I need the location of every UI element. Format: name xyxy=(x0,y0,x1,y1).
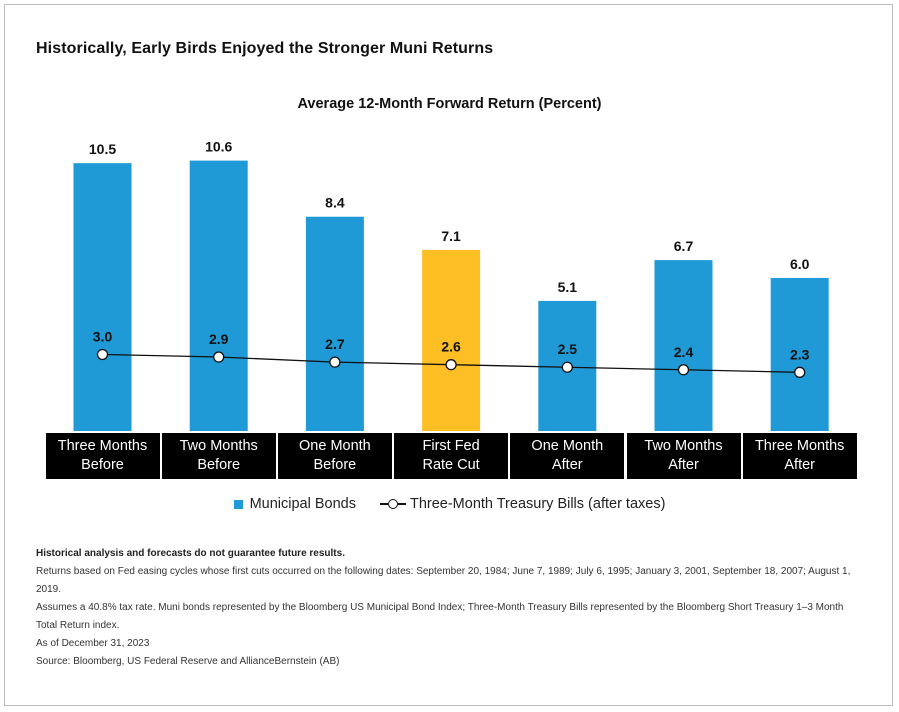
treasury-value-label: 2.9 xyxy=(209,331,229,347)
category-label-line: Before xyxy=(197,457,241,473)
note-line-1: Returns based on Fed easing cycles whose… xyxy=(36,566,851,595)
bar-value-label: 10.6 xyxy=(205,139,232,155)
treasury-point xyxy=(96,348,109,361)
bar xyxy=(189,160,248,431)
as-of-date: As of December 31, 2023 xyxy=(36,638,150,649)
bar xyxy=(770,277,829,431)
legend-line-marker xyxy=(379,499,406,509)
treasury-point xyxy=(445,359,457,371)
bar-value-label: 7.1 xyxy=(441,228,461,244)
category-label-line: Before xyxy=(81,457,124,473)
category-label-line: One Month xyxy=(299,438,371,454)
treasury-value-label: 2.4 xyxy=(674,344,694,360)
bar-value-label: 10.5 xyxy=(89,141,116,157)
bar-value-label: 6.7 xyxy=(674,238,694,254)
category-label: First Fed Rate Cut xyxy=(394,433,509,479)
main-title: Historically, Early Birds Enjoyed the St… xyxy=(36,40,494,57)
treasury-value-label: 2.6 xyxy=(441,339,461,355)
category-label-line: Three Months xyxy=(57,438,148,454)
treasury-point xyxy=(677,364,690,376)
bar-value-label: 5.1 xyxy=(558,279,578,295)
bar-value-label: 8.4 xyxy=(325,195,345,211)
treasury-point xyxy=(561,361,573,373)
chart-frame xyxy=(4,4,893,706)
category-label-line: Two Months xyxy=(644,438,723,454)
category-label-line: Before xyxy=(313,457,357,473)
treasury-value-label: 3.0 xyxy=(93,328,113,344)
category-label: Two Months Before xyxy=(161,433,276,479)
treasury-point xyxy=(794,366,806,378)
category-label: One Month After xyxy=(510,433,625,479)
bar xyxy=(422,249,481,431)
treasury-point xyxy=(329,356,341,368)
chart-title: Average 12-Month Forward Return (Percent… xyxy=(297,96,602,112)
category-label-line: After xyxy=(551,457,583,473)
category-label-line: After xyxy=(668,457,699,473)
bar xyxy=(73,163,132,431)
legend-line-label: Three-Month Treasury Bills (after taxes) xyxy=(409,496,666,512)
category-label: Two Months After xyxy=(626,433,741,479)
category-label-line: Three Months xyxy=(754,438,845,454)
treasury-value-label: 2.3 xyxy=(790,346,810,362)
legend: Municipal Bonds Three-Month Treasury Bil… xyxy=(0,496,899,512)
category-label-line: Rate Cut xyxy=(422,457,480,473)
category-label-line: First Fed xyxy=(422,438,480,454)
treasury-point xyxy=(213,351,225,363)
treasury-value-label: 2.7 xyxy=(325,336,345,352)
category-label-line: Two Months xyxy=(179,438,258,454)
bar-value-label: 6.0 xyxy=(790,256,810,272)
category-label: One Month Before xyxy=(277,433,392,479)
category-label: Three Months Before xyxy=(45,433,160,479)
disclaimer: Historical analysis and forecasts do not… xyxy=(36,548,345,559)
bar xyxy=(654,260,713,431)
category-label: Three Months After xyxy=(742,433,857,479)
notes: Historical analysis and forecasts do not… xyxy=(36,545,856,671)
category-label-line: After xyxy=(784,457,815,473)
note-line-2: Assumes a 40.8% tax rate. Muni bonds rep… xyxy=(36,602,844,631)
category-label-line: One Month xyxy=(531,438,604,454)
legend-bar-swatch xyxy=(233,499,243,509)
treasury-value-label: 2.5 xyxy=(558,341,578,357)
legend-bar-label: Municipal Bonds xyxy=(249,496,356,512)
source: Source: Bloomberg, US Federal Reserve an… xyxy=(36,656,340,667)
bar xyxy=(305,216,364,431)
